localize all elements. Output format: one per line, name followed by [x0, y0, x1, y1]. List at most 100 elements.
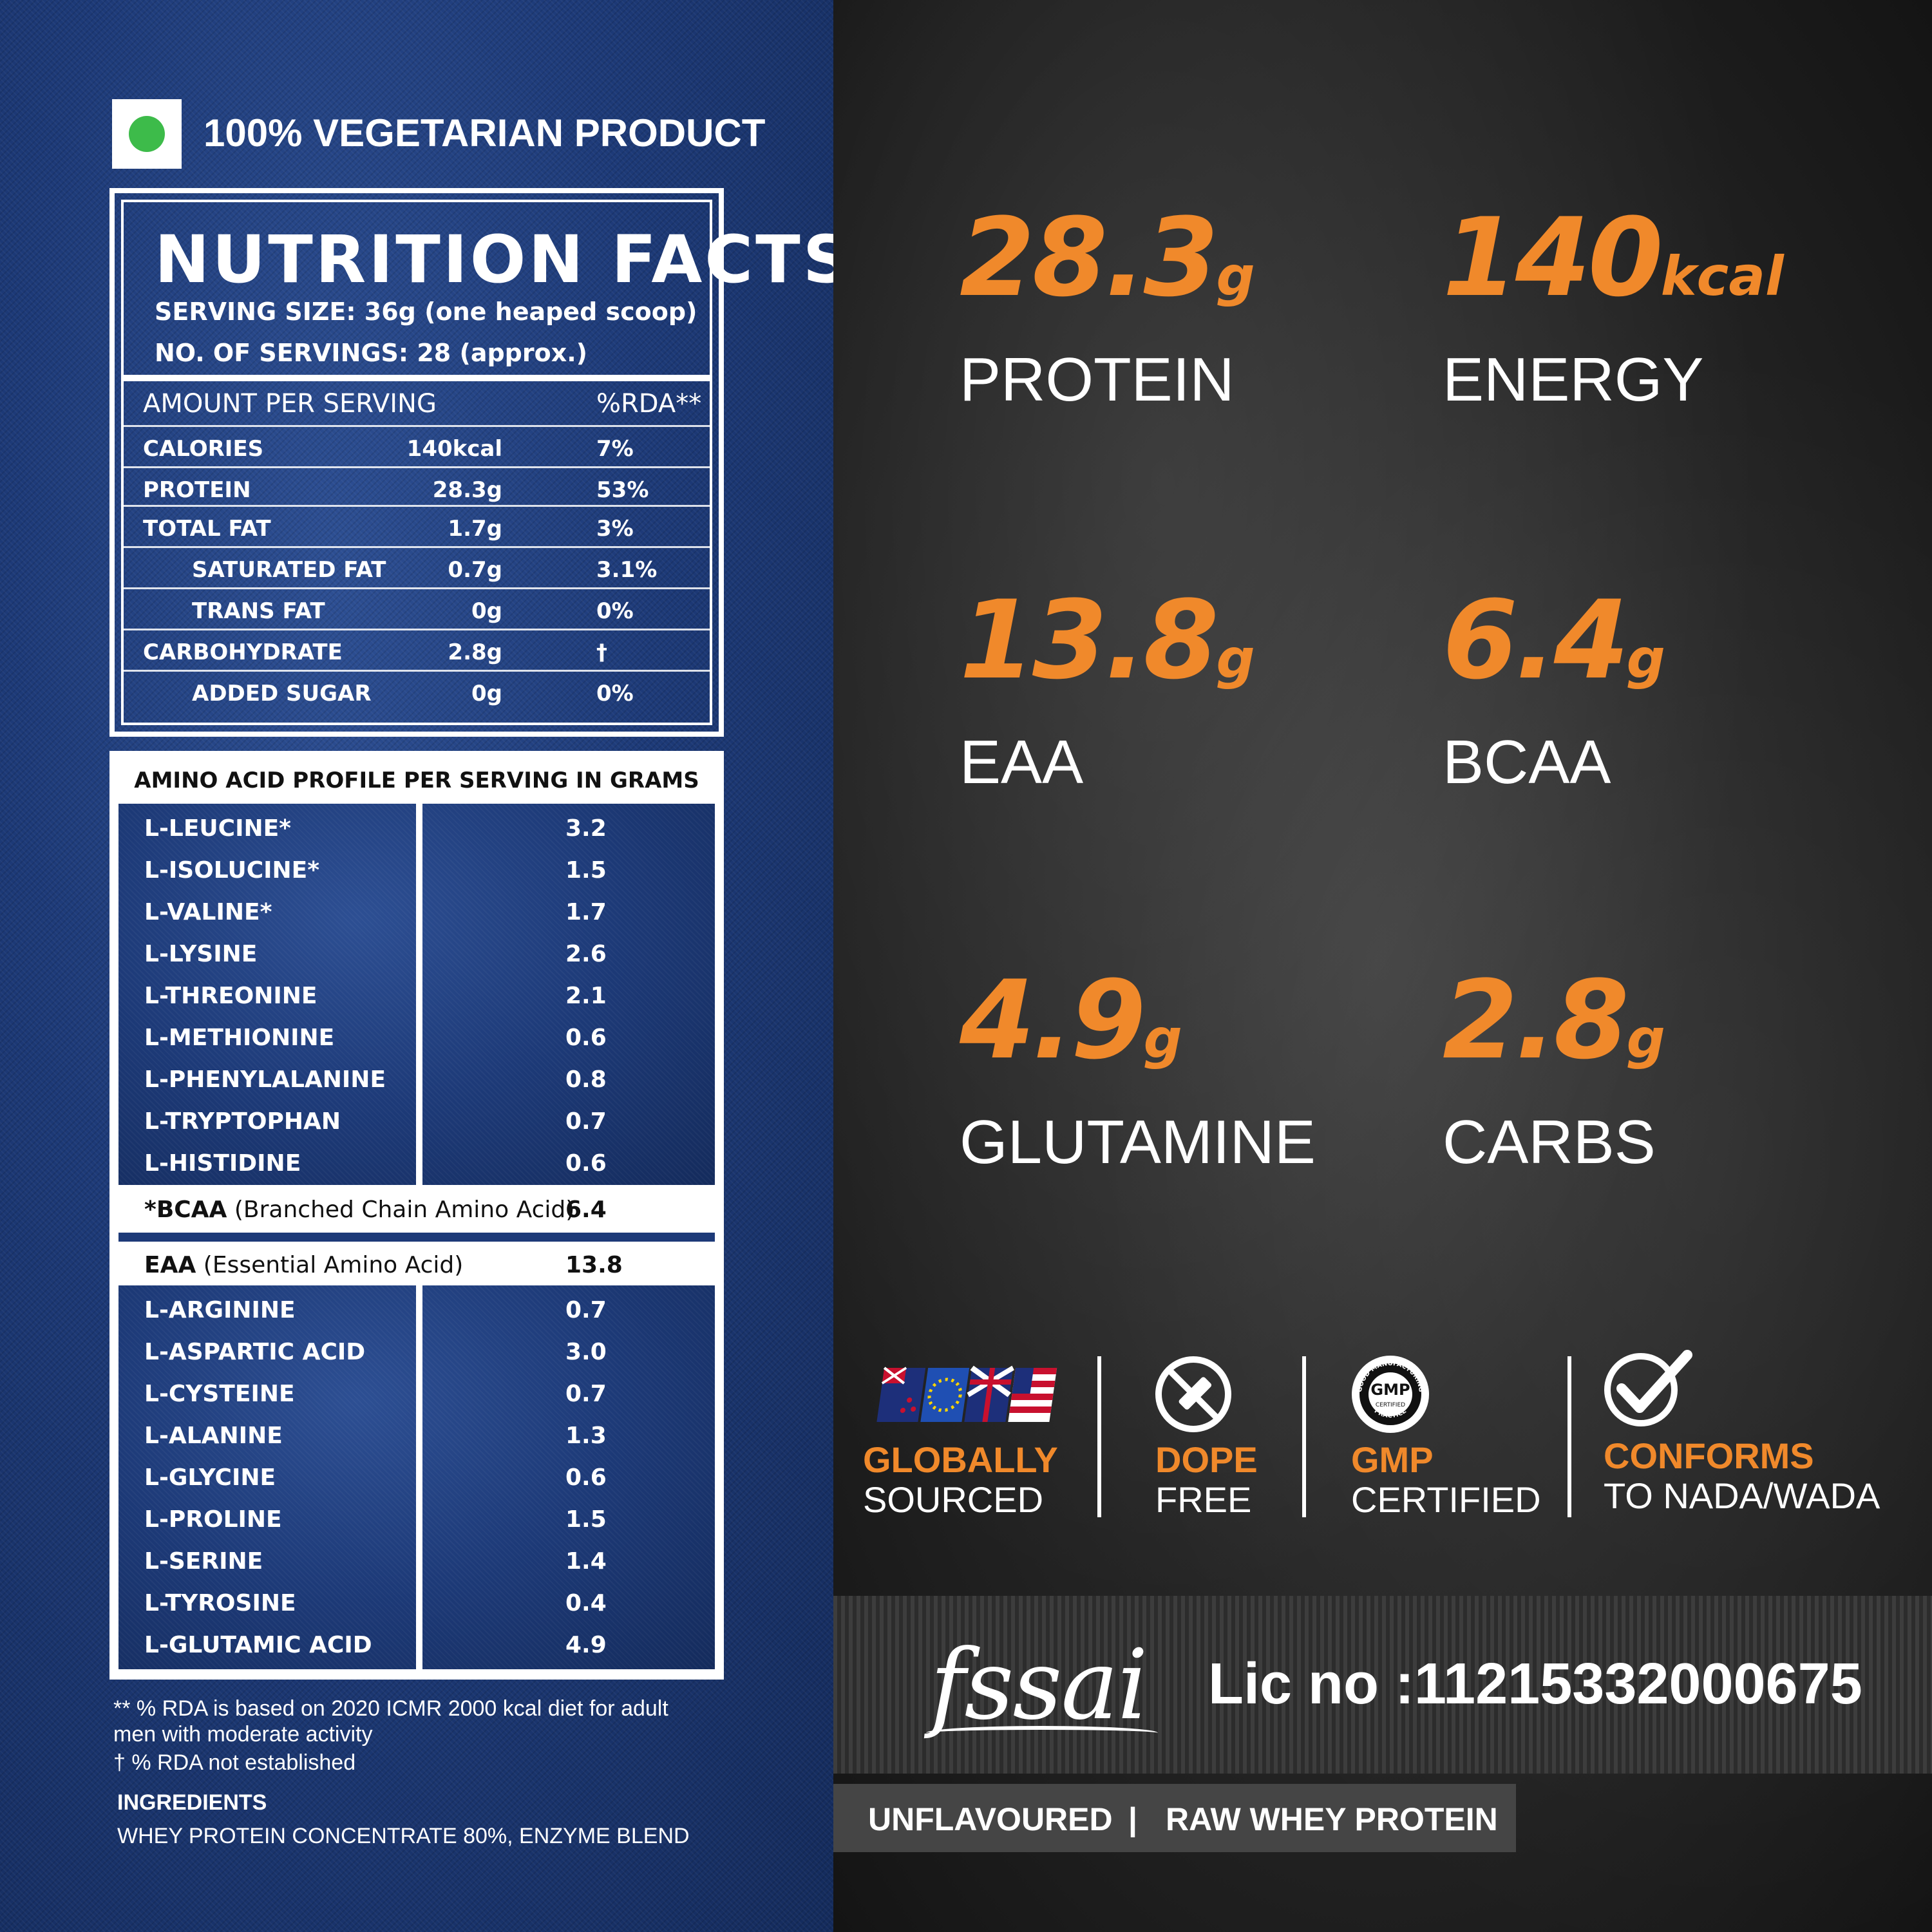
amino-value: 0.6 — [565, 1150, 607, 1177]
nutrition-name: CARBOHYDRATE — [143, 639, 343, 665]
amino-name: L-ASPARTIC ACID — [144, 1339, 366, 1365]
stat-energy: 140kcal ENERGY — [1443, 204, 1784, 415]
amino-row: L-TYROSINE 0.4 — [118, 1582, 715, 1624]
nutrition-rda: † — [596, 639, 607, 665]
nutrition-amount: 0g — [471, 598, 502, 624]
amino-value: 0.4 — [565, 1590, 607, 1616]
nutrition-row: TOTAL FAT 1.7g 3% — [124, 505, 710, 548]
stat-glutamine: 4.9g GLUTAMINE — [960, 966, 1316, 1178]
amino-row: L-THREONINE 2.1 — [118, 975, 715, 1016]
divider — [1302, 1356, 1306, 1517]
fssai-logo: fssai — [926, 1629, 1158, 1741]
amino-row: L-HISTIDINE 0.6 — [118, 1142, 715, 1184]
amino-row: L-VALINE* 1.7 — [118, 891, 715, 933]
amino-row: L-METHIONINE 0.6 — [118, 1017, 715, 1058]
amino-name: L-SERINE — [144, 1548, 263, 1575]
nutrition-rda: 3% — [596, 516, 634, 542]
stat-value: 6.4g — [1443, 577, 1665, 703]
nutrition-amount: 28.3g — [432, 477, 502, 503]
ingredients-title: INGREDIENTS — [117, 1790, 267, 1815]
amino-name: L-HISTIDINE — [144, 1150, 301, 1177]
amino-name: L-VALINE* — [144, 899, 272, 925]
nutrition-panel: 100% VEGETARIAN PRODUCT NUTRITION FACTS … — [0, 0, 850, 1932]
nutrition-rda: 53% — [596, 477, 649, 503]
amino-value: 1.3 — [565, 1423, 607, 1449]
license-number: Lic no :11215332000675 — [1208, 1652, 1862, 1716]
amino-row: L-ALANINE 1.3 — [118, 1415, 715, 1456]
svg-text:GMP: GMP — [1370, 1381, 1410, 1399]
amino-value: 0.7 — [565, 1381, 607, 1407]
nutrition-name: ADDED SUGAR — [192, 681, 372, 706]
rda-header: %RDA** — [596, 389, 702, 419]
nutrition-rda: 3.1% — [596, 557, 658, 583]
dagger-footnote: † % RDA not established — [113, 1750, 356, 1775]
svg-text:CERTIFIED: CERTIFIED — [1376, 1402, 1405, 1408]
amino-name: L-TRYPTOPHAN — [144, 1108, 341, 1135]
amino-row: L-PROLINE 1.5 — [118, 1499, 715, 1540]
nutrition-rda: 0% — [596, 598, 634, 624]
amino-name: L-PROLINE — [144, 1506, 282, 1533]
stat-value: 13.8g — [960, 577, 1255, 703]
amino-row: L-CYSTEINE 0.7 — [118, 1373, 715, 1414]
amino-value: 2.1 — [565, 983, 607, 1009]
amino-row: L-ISOLUCINE* 1.5 — [118, 849, 715, 891]
amino-group-1: L-LEUCINE* 3.2 L-ISOLUCINE* 1.5 L-VALINE* 1.7… — [118, 804, 715, 1185]
amino-row: L-SERINE 1.4 — [118, 1540, 715, 1582]
stat-bcaa: 6.4g BCAA — [1443, 586, 1665, 798]
amino-value: 1.4 — [565, 1548, 607, 1575]
stat-carbs: 2.8g CARBS — [1443, 966, 1665, 1178]
nutrition-name: SATURATED FAT — [192, 557, 386, 583]
amino-name: L-LEUCINE* — [144, 815, 292, 842]
serving-size: SERVING SIZE: 36g (one heaped scoop) — [155, 298, 697, 326]
amino-value: 0.6 — [565, 1464, 607, 1491]
nutrition-amount: 2.8g — [448, 639, 502, 665]
stat-label: PROTEIN — [960, 345, 1235, 414]
amino-value: 0.7 — [565, 1297, 607, 1323]
amino-row: L-PHENYLALANINE 0.8 — [118, 1059, 715, 1100]
amino-row: L-LYSINE 2.6 — [118, 933, 715, 974]
bcaa-row: *BCAA (Branched Chain Amino Acid) 6.4 — [144, 1197, 607, 1223]
nutrition-row: SATURATED FAT 0.7g 3.1% — [124, 546, 710, 589]
amino-name: L-METHIONINE — [144, 1025, 335, 1051]
veg-mark-icon — [112, 99, 182, 169]
amino-name: L-ISOLUCINE* — [144, 857, 320, 884]
nutrition-row: PROTEIN 28.3g 53% — [124, 466, 710, 509]
amino-value: 1.5 — [565, 857, 607, 884]
stat-label: GLUTAMINE — [960, 1108, 1316, 1177]
ingredients-text: WHEY PROTEIN CONCENTRATE 80%, ENZYME BLE… — [117, 1824, 690, 1848]
divider — [1567, 1356, 1571, 1517]
nutrition-row: CARBOHYDRATE 2.8g † — [124, 629, 710, 672]
stat-value: 2.8g — [1443, 957, 1665, 1083]
amino-name: L-PHENYLALANINE — [144, 1066, 386, 1093]
badge-globally-sourced: GLOBALLY SOURCED — [863, 1439, 1058, 1520]
stat-value: 140kcal — [1443, 194, 1784, 321]
nutrition-row: CALORIES 140kcal 7% — [124, 425, 710, 468]
stat-label: BCAA — [1443, 728, 1611, 797]
nutrition-name: TOTAL FAT — [143, 516, 271, 542]
amino-row: L-GLUTAMIC ACID 4.9 — [118, 1624, 715, 1665]
amino-value: 4.9 — [565, 1632, 607, 1658]
amino-name: L-THREONINE — [144, 983, 317, 1009]
amino-title: AMINO ACID PROFILE PER SERVING IN GRAMS — [134, 768, 699, 793]
amino-name: L-LYSINE — [144, 941, 258, 967]
nutrition-rda: 0% — [596, 681, 634, 706]
servings-count: NO. OF SERVINGS: 28 (approx.) — [155, 339, 588, 367]
stat-protein: 28.3g PROTEIN — [960, 204, 1255, 415]
amino-acid-table: AMINO ACID PROFILE PER SERVING IN GRAMS … — [109, 751, 724, 1680]
amino-row: L-ARGININE 0.7 — [118, 1289, 715, 1331]
nutrition-name: TRANS FAT — [192, 598, 325, 624]
amino-row: L-TRYPTOPHAN 0.7 — [118, 1101, 715, 1142]
rda-footnote-1: ** % RDA is based on 2020 ICMR 2000 kcal… — [113, 1696, 668, 1721]
flavour-label: UNFLAVOURED — [868, 1801, 1113, 1837]
amino-value: 3.0 — [565, 1339, 607, 1365]
rda-footnote-2: men with moderate activity — [113, 1722, 373, 1747]
product-label: RAW WHEY PROTEIN — [1166, 1801, 1498, 1837]
nutrition-amount: 1.7g — [448, 516, 502, 542]
nutrition-row: TRANS FAT 0g 0% — [124, 587, 710, 630]
nutrition-title: NUTRITION FACTS — [155, 222, 853, 298]
amino-row: L-GLYCINE 0.6 — [118, 1457, 715, 1498]
veg-label: 100% VEGETARIAN PRODUCT — [204, 111, 766, 155]
stat-label: EAA — [960, 728, 1084, 797]
nutrition-name: CALORIES — [143, 436, 264, 462]
nutrition-amount: 0.7g — [448, 557, 502, 583]
